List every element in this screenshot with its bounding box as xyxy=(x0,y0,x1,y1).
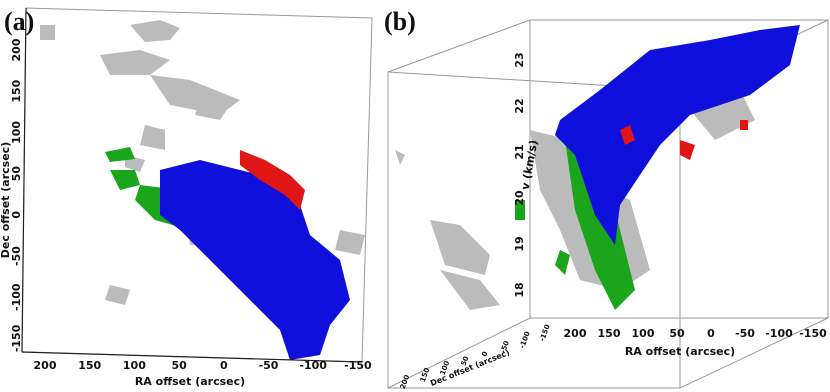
x-tick-label: -100 xyxy=(765,327,793,340)
z-tick-label: 22 xyxy=(513,98,526,113)
y-tick-label: -50 xyxy=(499,340,511,355)
x-tick-label: 0 xyxy=(707,327,715,340)
x-tick-label: -100 xyxy=(299,359,327,372)
z-tick-label: 18 xyxy=(513,282,526,297)
x-axis-title: RA offset (arcsec) xyxy=(625,345,735,358)
z-tick-label: 21 xyxy=(513,144,526,159)
x-tick-label: -150 xyxy=(344,359,372,372)
z-tick-label: 19 xyxy=(513,236,526,251)
y-axis-title: Dec offset (arcsec) xyxy=(0,142,12,258)
y-tick-label: 0 xyxy=(480,350,489,357)
x-tick-label: 150 xyxy=(598,327,621,340)
y-tick-label: -150 xyxy=(10,324,23,352)
z-tick-label: 20 xyxy=(513,190,526,206)
y-tick-label: 100 xyxy=(10,121,23,144)
y-tick-label: 50 xyxy=(460,355,471,367)
x-tick-label: -50 xyxy=(259,359,279,372)
labels: (a) (b)200 150 100 50 0 -50 -100 -15020015010050… xyxy=(0,7,827,390)
y-tick-label: 0 xyxy=(10,211,23,219)
x-tick-label: -50 xyxy=(735,327,755,340)
x-tick-label: 200 xyxy=(34,359,57,372)
x-tick-label: 0 xyxy=(220,359,228,372)
x-tick-label: -150 xyxy=(799,327,827,340)
panel-label: (b) xyxy=(384,7,416,36)
x-tick-label: 50 xyxy=(669,327,685,340)
x-tick-label: 50 xyxy=(171,359,187,372)
panel-a-emission xyxy=(40,20,365,360)
z-tick-label: 23 xyxy=(513,52,526,67)
panel-a-frame xyxy=(21,7,373,363)
x-tick-label: 100 xyxy=(123,359,146,372)
panel-b-emission xyxy=(395,25,800,310)
y-tick-label: -50 xyxy=(10,246,23,266)
x-tick-label: 100 xyxy=(632,327,655,340)
x-tick-label: 200 xyxy=(564,327,587,340)
y-tick-label: -150 xyxy=(538,323,552,342)
y-tick-label: 200 xyxy=(10,38,23,61)
y-tick-label: 50 xyxy=(10,166,23,182)
x-tick-label: 150 xyxy=(78,359,101,372)
y-tick-label: -100 xyxy=(518,330,532,349)
y-tick-label: 150 xyxy=(10,79,23,102)
panel-label: (a) xyxy=(4,7,34,36)
y-tick-label: -100 xyxy=(10,283,23,311)
x-axis-title: RA offset (arcsec) xyxy=(135,375,245,388)
